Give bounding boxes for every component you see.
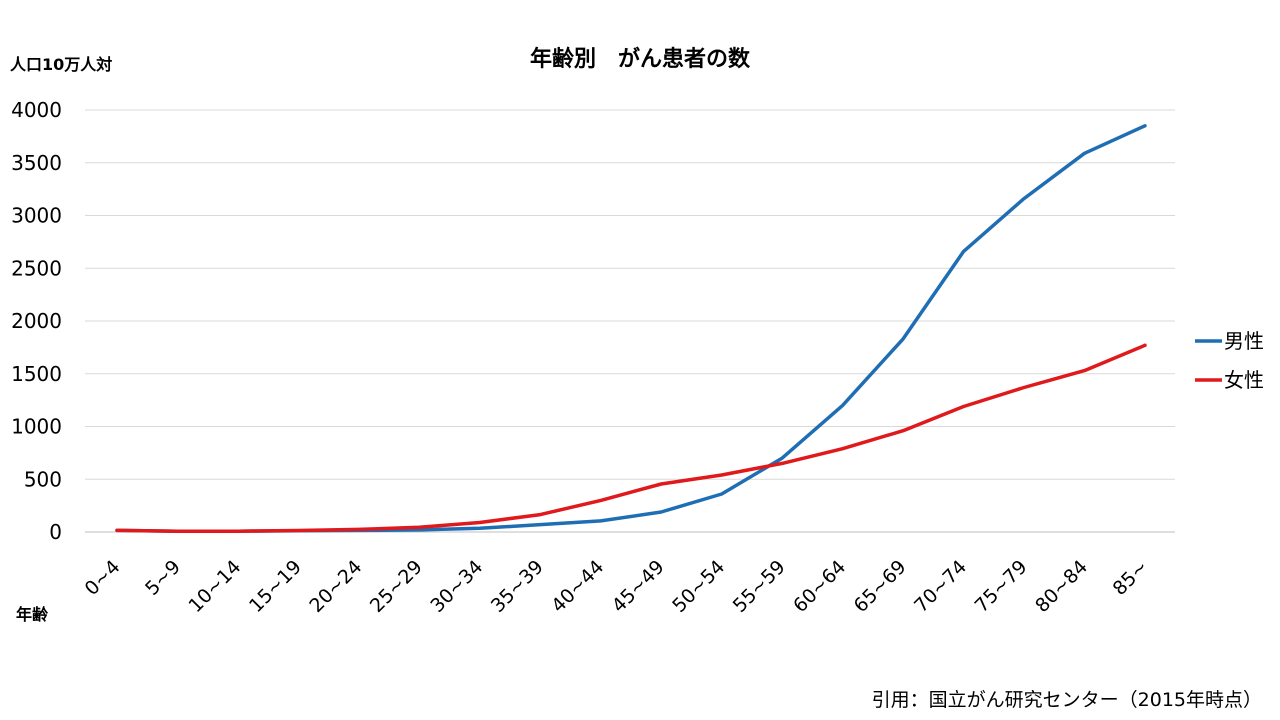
y-tick-label: 500 <box>24 467 62 491</box>
y-axis-label: 人口10万人対 <box>10 55 112 74</box>
x-tick-label: 5~9 <box>141 556 185 600</box>
x-tick-label: 85~ <box>1109 556 1153 600</box>
x-tick-label: 55~59 <box>729 556 790 617</box>
x-tick-label: 45~49 <box>608 556 669 617</box>
chart-title: 年齢別 がん患者の数 <box>530 46 751 72</box>
y-tick-label: 2000 <box>11 309 62 333</box>
series-男性 <box>115 124 1147 533</box>
y-tick-label: 3000 <box>11 204 62 228</box>
x-tick-label: 15~19 <box>245 556 306 617</box>
x-tick-label: 65~69 <box>850 556 911 617</box>
x-axis-label: 年齢 <box>16 605 49 624</box>
x-tick-label: 70~74 <box>910 556 971 617</box>
x-tick-label: 25~29 <box>366 556 427 617</box>
x-tick-label: 75~79 <box>971 556 1032 617</box>
y-tick-label: 4000 <box>11 98 62 122</box>
x-tick-label: 80~84 <box>1031 556 1092 617</box>
x-tick-label: 40~44 <box>547 556 608 617</box>
y-axis-ticks: 0 500 1000 1500 2000 2500 3000 3500 4000 <box>11 98 62 544</box>
x-tick-label: 60~64 <box>789 556 850 617</box>
y-tick-label: 2500 <box>11 256 62 280</box>
x-axis-ticks: 0~4 5~9 10~14 15~19 20~24 25~29 30~34 35~39 40~4… <box>81 556 1153 617</box>
y-tick-label: 1500 <box>11 362 62 386</box>
x-tick-label: 0~4 <box>81 556 125 600</box>
x-tick-label: 35~39 <box>487 556 548 617</box>
source-note: 引用：国立がん研究センター（2015年時点） <box>872 689 1262 711</box>
y-tick-label: 3500 <box>11 151 62 175</box>
y-tick-label: 1000 <box>11 415 62 439</box>
y-tick-label: 0 <box>49 520 62 544</box>
series-line <box>115 343 1147 533</box>
x-tick-label: 10~14 <box>184 556 245 617</box>
legend-label: 女性 <box>1224 368 1264 392</box>
x-tick-label: 20~24 <box>305 556 366 617</box>
x-tick-label: 50~54 <box>668 556 729 617</box>
legend-label: 男性 <box>1224 329 1264 353</box>
x-tick-label: 30~34 <box>426 556 487 617</box>
series-line <box>115 124 1147 533</box>
series-女性 <box>115 343 1147 533</box>
gridlines <box>85 109 1175 533</box>
series-lines <box>115 124 1147 533</box>
